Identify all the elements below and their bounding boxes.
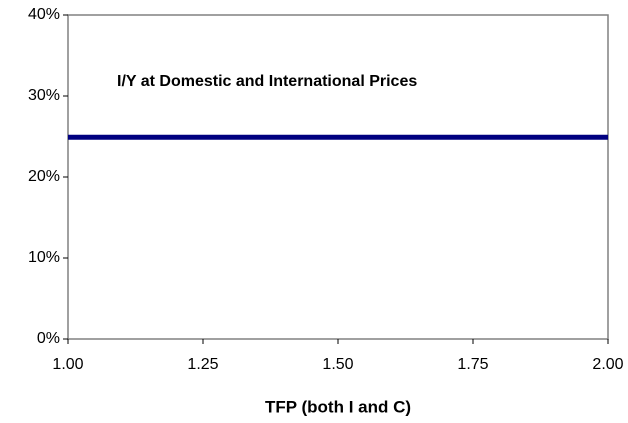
x-tick-label: 1.50 xyxy=(322,356,353,373)
y-tick-label: 40% xyxy=(28,6,60,23)
x-axis-title: TFP (both I and C) xyxy=(265,397,411,416)
y-tick-label: 10% xyxy=(28,249,60,266)
annotation: I/Y at Domestic and International Prices xyxy=(117,73,417,90)
x-tick-label: 1.75 xyxy=(457,356,488,373)
plot-area xyxy=(67,14,609,340)
x-tick-label: 1.00 xyxy=(52,356,83,373)
y-tick-label: 20% xyxy=(28,168,60,185)
y-tick-label: 0% xyxy=(37,330,60,347)
x-tick-label: 2.00 xyxy=(592,356,623,373)
x-tick-label: 1.25 xyxy=(187,356,218,373)
y-tick-label: 30% xyxy=(28,87,60,104)
